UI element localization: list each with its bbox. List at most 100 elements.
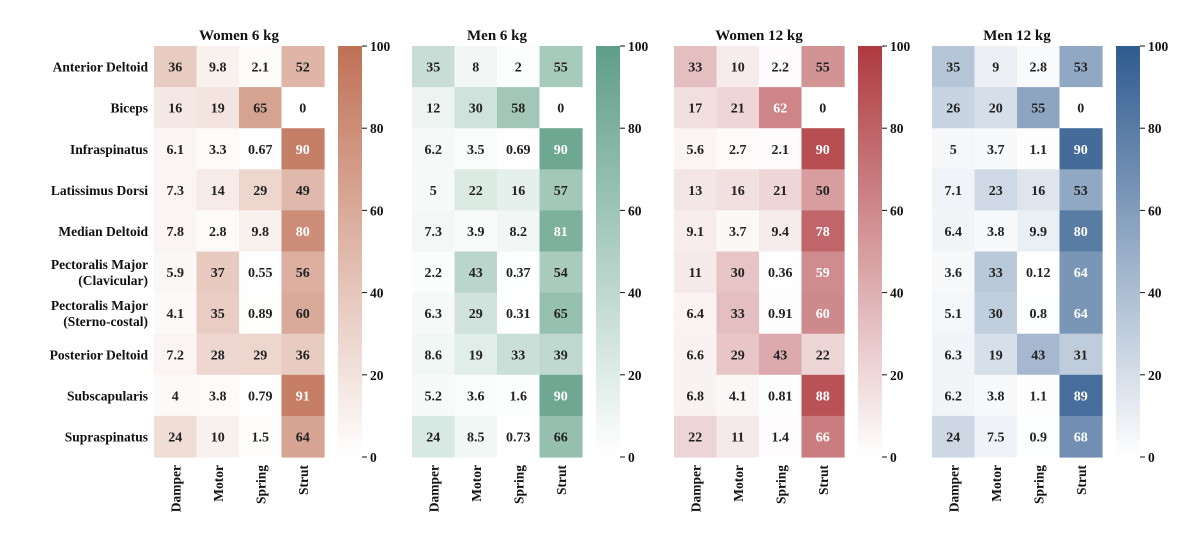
cell-value: 5.2 bbox=[425, 389, 443, 404]
cell-value: 22 bbox=[688, 430, 702, 445]
colorbar bbox=[1116, 46, 1140, 457]
cell-value: 7.5 bbox=[987, 430, 1005, 445]
colorbar-tick-label: 100 bbox=[1148, 39, 1169, 54]
cell-value: 89 bbox=[1074, 389, 1088, 404]
cell-value: 1.4 bbox=[772, 430, 790, 445]
cell-value: 2.2 bbox=[425, 266, 443, 281]
column-label: Damper bbox=[688, 465, 703, 512]
heatmap-cell bbox=[1017, 128, 1061, 170]
heatmap-cell bbox=[497, 87, 541, 129]
cell-value: 91 bbox=[296, 389, 310, 404]
heatmap-cell bbox=[716, 46, 760, 88]
row-label-line: Median Deltoid bbox=[58, 224, 148, 239]
cell-value: 8.6 bbox=[425, 348, 443, 363]
cell-value: 12 bbox=[426, 102, 440, 117]
heatmap-cell bbox=[196, 169, 240, 211]
cell-value: 7.3 bbox=[425, 225, 443, 240]
cell-value: 0.91 bbox=[768, 307, 793, 322]
cell-value: 10 bbox=[211, 430, 225, 445]
cell-value: 2.7 bbox=[729, 143, 747, 158]
heatmap-cell bbox=[154, 169, 198, 211]
cell-value: 54 bbox=[554, 266, 568, 281]
colorbar-tick-label: 100 bbox=[890, 39, 911, 54]
heatmap-cell bbox=[454, 169, 498, 211]
colorbar-tick-label: 60 bbox=[370, 203, 384, 218]
cell-value: 9.4 bbox=[772, 225, 790, 240]
heatmap-cell bbox=[1017, 210, 1061, 253]
cell-value: 3.8 bbox=[209, 389, 227, 404]
heatmap-cell bbox=[539, 210, 583, 253]
colorbar-tick-label: 60 bbox=[890, 203, 904, 218]
heatmap-cell bbox=[281, 210, 325, 253]
cell-value: 0.8 bbox=[1030, 307, 1048, 322]
heatmap-cell bbox=[454, 87, 498, 129]
colorbar-tick-label: 100 bbox=[628, 39, 649, 54]
cell-value: 28 bbox=[211, 348, 225, 363]
heatmap-cell bbox=[674, 87, 718, 129]
cell-value: 2 bbox=[515, 61, 522, 76]
heatmap-cell bbox=[674, 251, 718, 294]
cell-value: 49 bbox=[296, 184, 310, 199]
cell-value: 3.7 bbox=[729, 225, 747, 240]
heatmap-cell bbox=[154, 292, 198, 335]
heatmap-cell bbox=[759, 415, 803, 458]
cell-value: 55 bbox=[1031, 102, 1045, 117]
cell-value: 33 bbox=[731, 307, 745, 322]
heatmap-cell bbox=[154, 374, 198, 417]
cell-value: 66 bbox=[816, 430, 830, 445]
heatmap-cell bbox=[281, 128, 325, 170]
cell-value: 24 bbox=[426, 430, 440, 445]
heatmap-cell bbox=[716, 169, 760, 211]
cell-value: 0.12 bbox=[1026, 266, 1051, 281]
cell-value: 0.73 bbox=[506, 430, 531, 445]
cell-value: 8.2 bbox=[510, 225, 528, 240]
cell-value: 0.69 bbox=[506, 143, 531, 158]
cell-value: 19 bbox=[989, 348, 1003, 363]
cell-value: 10 bbox=[731, 61, 745, 76]
cell-value: 24 bbox=[946, 430, 960, 445]
heatmap-cell bbox=[539, 46, 583, 88]
heatmap-cell bbox=[196, 415, 240, 458]
cell-value: 1.6 bbox=[510, 389, 528, 404]
cell-value: 13 bbox=[688, 184, 702, 199]
heatmap-cell bbox=[239, 169, 283, 211]
cell-value: 0.55 bbox=[248, 266, 273, 281]
panel-title: Men 6 kg bbox=[467, 28, 528, 44]
colorbar-tick-label: 40 bbox=[370, 286, 384, 301]
heatmap-cell bbox=[1059, 333, 1103, 376]
cell-value: 66 bbox=[554, 430, 568, 445]
cell-value: 55 bbox=[554, 61, 568, 76]
heatmap-cell bbox=[932, 46, 976, 88]
cell-value: 3.6 bbox=[945, 266, 963, 281]
cell-value: 7.8 bbox=[167, 225, 185, 240]
heatmap-cell bbox=[239, 210, 283, 253]
heatmap-cell bbox=[801, 374, 845, 417]
cell-value: 36 bbox=[168, 61, 182, 76]
colorbar-tick-label: 40 bbox=[890, 286, 904, 301]
cell-value: 23 bbox=[989, 184, 1003, 199]
cell-value: 57 bbox=[554, 184, 568, 199]
heatmap-cell bbox=[1059, 87, 1103, 129]
cell-value: 78 bbox=[816, 225, 830, 240]
heatmap-cell bbox=[281, 87, 325, 129]
cell-value: 29 bbox=[469, 307, 483, 322]
row-label-line: Supraspinatus bbox=[65, 429, 148, 444]
heatmap-cell bbox=[454, 333, 498, 376]
row-label-line: Infraspinatus bbox=[70, 142, 148, 157]
cell-value: 29 bbox=[253, 184, 267, 199]
cell-value: 3.8 bbox=[987, 389, 1005, 404]
cell-value: 1.5 bbox=[252, 430, 270, 445]
cell-value: 62 bbox=[773, 102, 787, 117]
row-label-line: Posterior Deltoid bbox=[50, 347, 149, 362]
column-label: Spring bbox=[773, 465, 788, 504]
row-label: Biceps bbox=[110, 101, 148, 116]
heatmap-cell bbox=[974, 415, 1018, 458]
cell-value: 8 bbox=[472, 61, 479, 76]
heatmap-cell bbox=[412, 251, 456, 294]
heatmap-cell bbox=[539, 169, 583, 211]
cell-value: 9.1 bbox=[687, 225, 705, 240]
heatmap-cell bbox=[281, 374, 325, 417]
cell-value: 3.5 bbox=[467, 143, 485, 158]
heatmap-cell bbox=[759, 251, 803, 294]
